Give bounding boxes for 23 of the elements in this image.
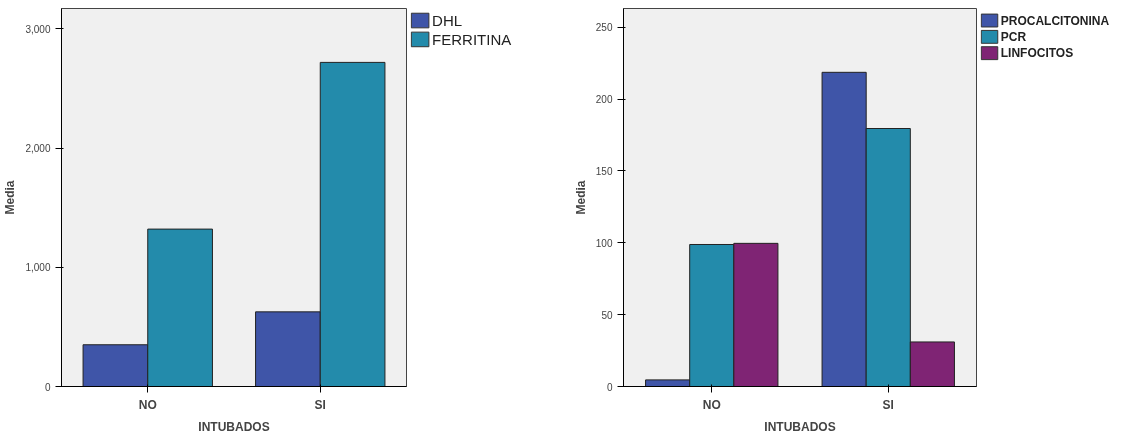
legend-label: PCR [1000, 29, 1027, 44]
y-tick-label: 50 [601, 309, 613, 321]
y-tick-label: 250 [595, 22, 613, 34]
y-tick-label: 100 [595, 237, 613, 249]
y-tick-label: 2,000 [25, 143, 51, 155]
x-tick-label: NO [138, 397, 157, 412]
x-tick-label: SI [882, 397, 894, 412]
legend-label: DHL [432, 12, 463, 30]
y-tick-label: 3,000 [25, 23, 51, 35]
y-tick-label: 200 [595, 94, 613, 106]
y-tick-label: 150 [595, 165, 613, 177]
y-tick-label: 0 [44, 381, 51, 393]
x-tick-label: NO [702, 397, 721, 412]
x-axis-title: INTUBADOS [198, 419, 270, 434]
y-tick-label: 1,000 [25, 262, 51, 274]
y-axis-title: Media [573, 180, 588, 215]
legend-label: FERRITINA [432, 30, 512, 48]
y-tick-label: 0 [606, 381, 613, 393]
x-axis-title: INTUBADOS [764, 419, 836, 434]
legend-label: LINFOCITOS [1000, 46, 1074, 61]
y-axis-title: Media [3, 180, 18, 215]
legend-label: PROCALCITONINA [1000, 13, 1110, 28]
x-tick-label: SI [314, 397, 326, 412]
